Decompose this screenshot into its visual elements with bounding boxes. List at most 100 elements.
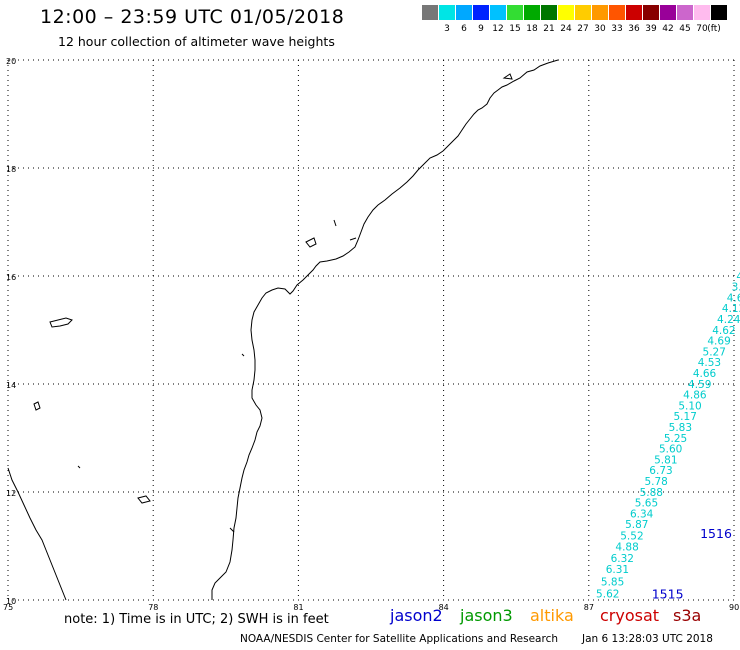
wave-height-reading: 4.63 — [727, 292, 740, 304]
legend-label: 30 — [594, 24, 606, 34]
wave-height-reading: 5.65 — [635, 498, 658, 510]
wave-height-reading: 5.52 — [620, 531, 643, 543]
lon-label: 90 — [729, 603, 739, 612]
legend-swatch — [660, 5, 676, 20]
legend-label: 27 — [577, 24, 589, 34]
legend-swatch — [592, 5, 608, 20]
island-outline — [33, 401, 41, 411]
legend-swatch — [694, 5, 710, 20]
lat-label: 16 — [6, 273, 16, 282]
island-outline — [349, 237, 357, 241]
wave-height-reading: 4.86 — [683, 390, 707, 402]
legend-swatch — [541, 5, 557, 20]
island-outline — [49, 317, 73, 328]
pass-labels: 151515161517 — [652, 526, 732, 601]
legend-swatch — [439, 5, 455, 20]
pass-number: 1516 — [700, 526, 732, 541]
wave-height-reading: 4.59 — [688, 379, 711, 391]
coastline-west — [7, 467, 67, 601]
island-outline — [137, 495, 151, 504]
satellite-track: 5.625.856.316.324.885.525.876.345.655.88… — [596, 271, 740, 601]
coastline-mainland — [211, 59, 559, 600]
coastline — [7, 59, 559, 601]
legend-label: 9 — [478, 24, 484, 34]
island-outline — [241, 353, 245, 357]
wave-height-reading: 5.60 — [659, 444, 682, 456]
legend-swatch — [524, 5, 540, 20]
legend-label: 39 — [645, 24, 657, 34]
wave-height-reading: 6.31 — [606, 564, 629, 576]
legend-swatch — [507, 5, 523, 20]
island-outline — [333, 219, 337, 227]
legend-swatch — [490, 5, 506, 20]
wave-height-reading: 4.69 — [707, 336, 730, 348]
island-outline — [77, 465, 81, 469]
legend-swatch — [677, 5, 693, 20]
legend-unit: (ft) — [707, 24, 721, 34]
legend-label: 6 — [461, 24, 467, 34]
island-outline — [305, 237, 317, 248]
wave-height-reading: 5.81 — [654, 454, 677, 466]
legend-label: 70 — [696, 24, 708, 34]
satellite-name: jason3 — [460, 606, 513, 625]
legend-swatch — [711, 5, 727, 20]
wave-height-reading: 3.99 — [732, 282, 740, 294]
units-note: note: 1) Time is in UTC; 2) SWH is in fe… — [64, 612, 329, 627]
legend-label: 33 — [611, 24, 623, 34]
wave-height-reading: 6.32 — [611, 553, 634, 565]
wave-height-reading: 4.35 — [736, 271, 740, 283]
satellite-name: cryosat — [600, 606, 660, 625]
wave-height-reading: 4.88 — [615, 541, 638, 553]
wave-height-reading: 5.83 — [669, 422, 692, 434]
lat-label: 12 — [6, 489, 16, 498]
wave-height-reading: 6.34 — [630, 508, 654, 520]
wave-height-reading: 6.73 — [649, 465, 672, 477]
satellite-name: jason2 — [390, 606, 443, 625]
lon-label: 75 — [3, 603, 13, 612]
wave-height-reading: 5.87 — [625, 519, 648, 531]
lon-label: 81 — [293, 603, 303, 612]
legend-swatch — [558, 5, 574, 20]
wave-height-reading: 5.88 — [640, 487, 663, 499]
satellite-name: s3a — [673, 606, 702, 625]
map-grid — [7, 59, 735, 601]
lon-label: 84 — [439, 603, 449, 612]
legend-swatch — [473, 5, 489, 20]
pass-number: 1515 — [652, 586, 684, 601]
legend-label: 3 — [444, 24, 450, 34]
legend-label: 36 — [628, 24, 640, 34]
page-title: 12:00 – 23:59 UTC 01/05/2018 — [40, 6, 345, 28]
wave-height-reading: 4.53 — [698, 357, 721, 369]
legend-swatch — [609, 5, 625, 20]
wave-height-reading: 4.66 — [693, 368, 717, 380]
wave-height-reading: 4.24 — [717, 314, 740, 326]
wave-height-reading: 4.12 — [722, 303, 740, 315]
wave-height-reading: 4.62 — [712, 325, 735, 337]
lat-label: 14 — [6, 381, 16, 390]
island-outline — [229, 527, 235, 533]
satellite-name: altika — [530, 606, 574, 625]
legend-label: 45 — [679, 24, 691, 34]
wave-height-reading: 5.17 — [674, 411, 697, 423]
legend-label: 24 — [560, 24, 572, 34]
wave-height-reading: 5.62 — [596, 588, 619, 600]
legend-swatch — [626, 5, 642, 20]
legend-swatch — [422, 5, 438, 20]
legend-label: 12 — [492, 24, 504, 34]
legend-label: 15 — [509, 24, 521, 34]
wave-height-reading: 5.10 — [678, 400, 701, 412]
island-outline — [502, 73, 513, 80]
lat-label: 18 — [6, 165, 16, 174]
lon-label: 78 — [148, 603, 158, 612]
wave-height-reading: 5.25 — [664, 433, 687, 445]
legend-label: 18 — [526, 24, 538, 34]
legend-swatch — [643, 5, 659, 20]
page-subtitle: 12 hour collection of altimeter wave hei… — [58, 34, 335, 49]
wave-height-reading: 5.78 — [644, 476, 667, 488]
generated-timestamp: Jan 6 13:28:03 UTC 2018 — [582, 633, 713, 645]
legend-swatch — [575, 5, 591, 20]
wave-height-reading: 5.85 — [601, 576, 624, 588]
legend-label: 42 — [662, 24, 674, 34]
